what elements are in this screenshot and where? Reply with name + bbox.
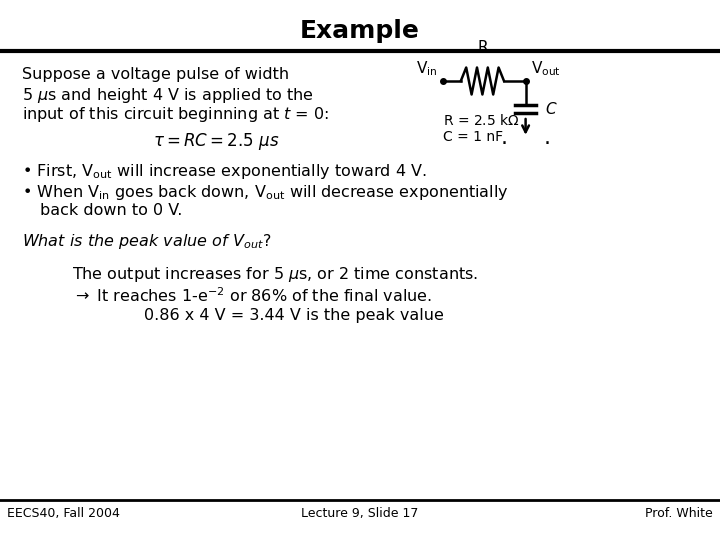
Text: R = 2.5 k$\Omega$: R = 2.5 k$\Omega$ [443,113,520,129]
Text: C: C [545,102,556,117]
Text: ·: · [500,134,508,154]
Text: back down to 0 V.: back down to 0 V. [40,203,182,218]
Text: 0.86 x 4 V = 3.44 V is the peak value: 0.86 x 4 V = 3.44 V is the peak value [144,308,444,323]
Text: V$_{\mathrm{in}}$: V$_{\mathrm{in}}$ [415,59,437,78]
Text: The output increases for 5 $\mu$s, or 2 time constants.: The output increases for 5 $\mu$s, or 2 … [72,265,478,284]
Text: R: R [477,40,487,55]
Text: • First, V$_{\mathrm{out}}$ will increase exponentially toward 4 V.: • First, V$_{\mathrm{out}}$ will increas… [22,162,426,181]
Text: V$_{\mathrm{out}}$: V$_{\mathrm{out}}$ [531,59,561,78]
Text: Prof. White: Prof. White [645,507,713,519]
Text: $\it{What\ is\ the\ peak\ value\ of}$ $\it{V}_{\it{out}}$$\it{?}$: $\it{What\ is\ the\ peak\ value\ of}$ $\… [22,232,271,251]
Text: $\tau = RC = 2.5\ \mu$s: $\tau = RC = 2.5\ \mu$s [153,131,279,152]
Text: Example: Example [300,19,420,43]
Text: Suppose a voltage pulse of width: Suppose a voltage pulse of width [22,68,289,83]
Text: ·: · [544,134,551,154]
Text: C = 1 nF: C = 1 nF [443,130,503,144]
Text: input of this circuit beginning at $t$ = 0:: input of this circuit beginning at $t$ =… [22,105,328,124]
Text: $\rightarrow$ It reaches 1-e$^{-2}$ or 86% of the final value.: $\rightarrow$ It reaches 1-e$^{-2}$ or 8… [72,286,432,305]
Text: EECS40, Fall 2004: EECS40, Fall 2004 [7,507,120,519]
Text: 5 $\mu$s and height 4 V is applied to the: 5 $\mu$s and height 4 V is applied to th… [22,86,314,105]
Text: • When V$_{\mathrm{in}}$ goes back down, V$_{\mathrm{out}}$ will decrease expone: • When V$_{\mathrm{in}}$ goes back down,… [22,183,508,201]
Text: Lecture 9, Slide 17: Lecture 9, Slide 17 [301,507,419,519]
